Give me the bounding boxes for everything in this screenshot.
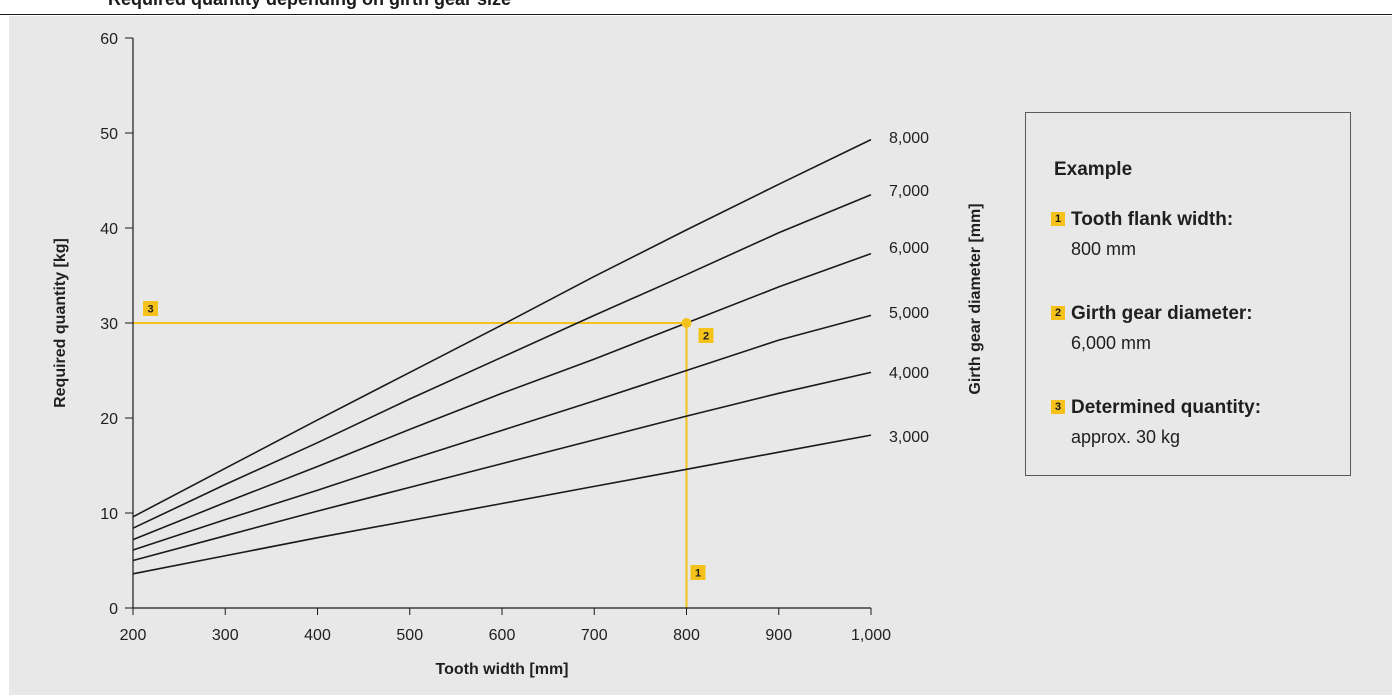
x-tick-label: 900 — [765, 627, 792, 644]
series-line — [133, 315, 871, 550]
badge-2: 2 — [1051, 306, 1065, 320]
x-tick-label: 700 — [581, 627, 608, 644]
header-title: Required quantity depending on girth gea… — [108, 0, 511, 10]
y-axis-title: Required quantity [kg] — [52, 238, 69, 408]
y-tick-label: 60 — [100, 31, 118, 48]
girth-gear-axis-title: Girth gear diameter [mm] — [967, 203, 984, 394]
chart-marker-3: 3 — [143, 301, 158, 316]
page-header: Required quantity depending on girth gea… — [0, 0, 1392, 15]
x-tick-label: 400 — [304, 627, 331, 644]
marker-number: 1 — [695, 568, 701, 580]
example-title: Example — [1054, 159, 1132, 181]
badge-3: 3 — [1051, 400, 1065, 414]
series-line — [133, 140, 871, 517]
y-tick-label: 40 — [100, 221, 118, 238]
series-label: 8,000 — [889, 130, 929, 147]
example-item-value: 6,000 mm — [1071, 333, 1151, 354]
chart-marker-1: 1 — [691, 565, 706, 580]
badge-1: 1 — [1051, 212, 1065, 226]
series-label: 4,000 — [889, 365, 929, 382]
series-line — [133, 195, 871, 528]
example-point — [682, 318, 692, 328]
chart-panel: 0 10 20 30 40 50 60 200 300 400 500 600 700 800 900 1,0… — [9, 16, 1392, 695]
x-tick-label: 300 — [212, 627, 239, 644]
example-item-label: Girth gear diameter: — [1071, 303, 1253, 325]
marker-number: 2 — [703, 331, 709, 343]
series-label: 7,000 — [889, 183, 929, 200]
series-line — [133, 435, 871, 574]
series-lines — [133, 140, 871, 574]
chart-marker-2: 2 — [699, 328, 714, 343]
series-line — [133, 254, 871, 540]
y-tick-label: 30 — [100, 316, 118, 333]
series-labels: 3,000 4,000 5,000 6,000 7,000 8,000 — [889, 130, 929, 446]
x-tick-label: 600 — [489, 627, 516, 644]
example-box: Example 1 Tooth flank width: 800 mm 2 Gi… — [1025, 112, 1351, 476]
example-guide-lines — [133, 323, 687, 608]
series-label: 5,000 — [889, 305, 929, 322]
x-axis-title: Tooth width [mm] — [436, 661, 569, 678]
series-label: 3,000 — [889, 429, 929, 446]
x-tick-label: 800 — [673, 627, 700, 644]
series-line — [133, 372, 871, 560]
chart-axes: 0 10 20 30 40 50 60 200 300 400 500 600 700 800 900 1,0… — [100, 31, 891, 644]
y-tick-label: 20 — [100, 411, 118, 428]
example-item-value: 800 mm — [1071, 239, 1136, 260]
x-tick-label: 1,000 — [851, 627, 891, 644]
example-markers: 1 2 3 — [143, 301, 714, 580]
example-item-label: Tooth flank width: — [1071, 209, 1233, 231]
x-tick-label: 200 — [120, 627, 147, 644]
example-item-label: Determined quantity: — [1071, 397, 1261, 419]
example-item-value: approx. 30 kg — [1071, 427, 1180, 448]
x-tick-label: 500 — [396, 627, 423, 644]
series-label: 6,000 — [889, 240, 929, 257]
y-tick-label: 0 — [109, 601, 118, 618]
y-tick-label: 50 — [100, 126, 118, 143]
marker-number: 3 — [147, 304, 153, 316]
y-tick-label: 10 — [100, 506, 118, 523]
